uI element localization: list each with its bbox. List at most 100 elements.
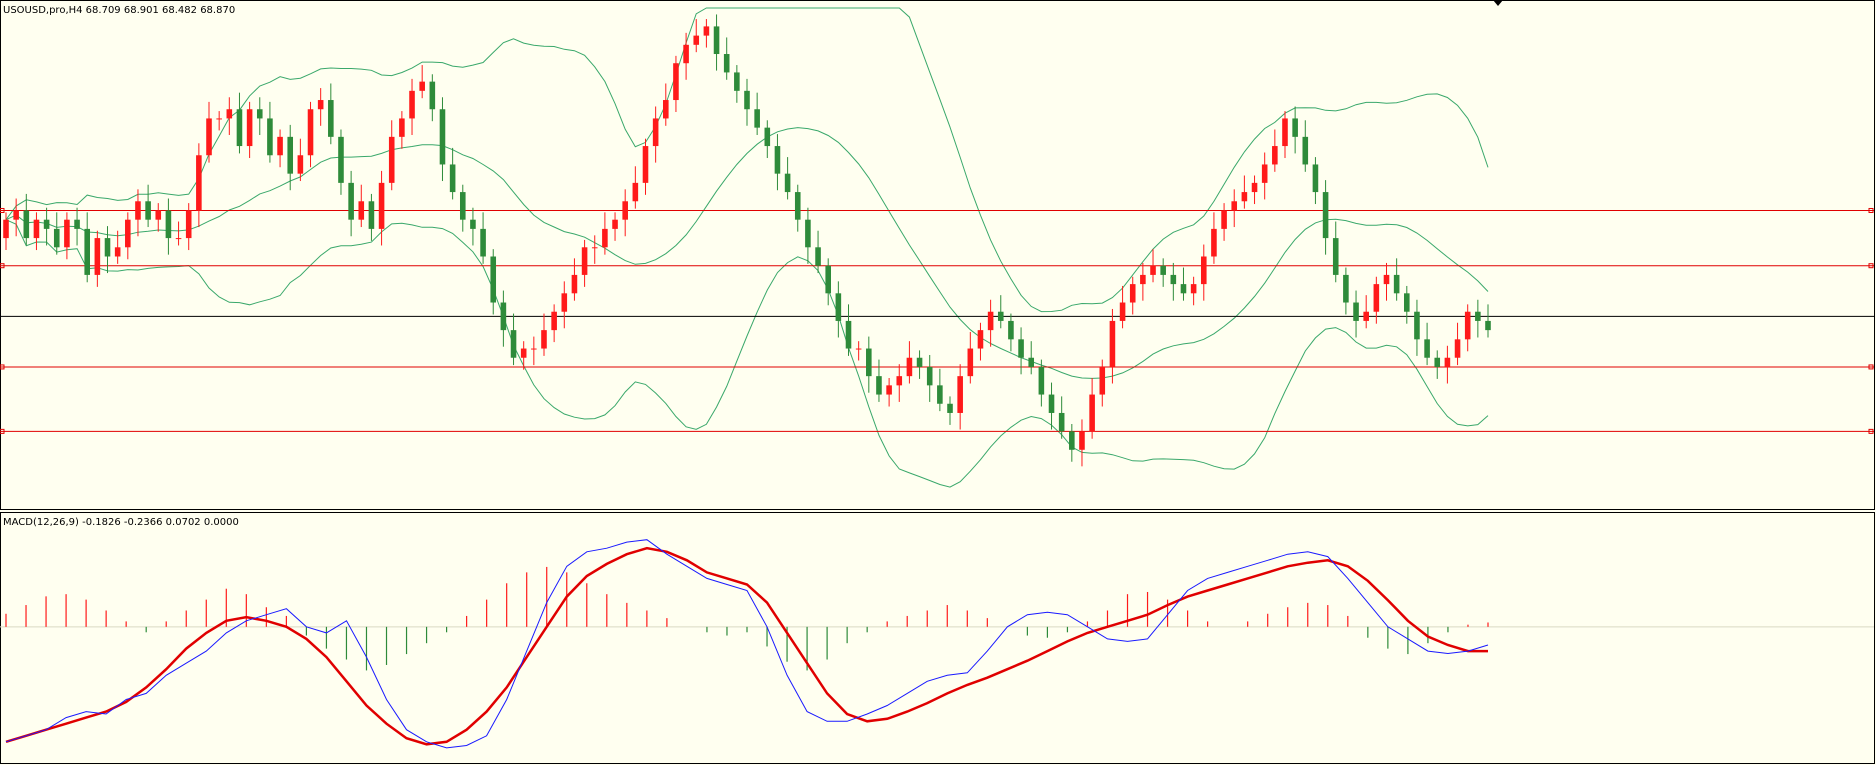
candle-body — [267, 118, 273, 156]
candle-body — [439, 109, 446, 165]
candle-body — [1079, 431, 1085, 450]
candle-body — [571, 274, 578, 294]
candle-body — [673, 63, 679, 101]
price-plot — [0, 7, 1874, 488]
candle-body — [1170, 274, 1177, 285]
candle-body — [947, 403, 953, 413]
candle-body — [206, 118, 212, 156]
candle-body — [906, 357, 913, 377]
candle-body — [561, 293, 568, 312]
candle-body — [1485, 320, 1491, 331]
macd-plot — [0, 539, 1874, 749]
candle-body — [1272, 146, 1278, 165]
candle-body — [470, 219, 476, 229]
candle-body — [125, 219, 131, 248]
candle-body — [1190, 284, 1197, 294]
price-panel-frame — [0, 0, 1875, 510]
candle-body — [13, 210, 19, 220]
candle-body — [226, 109, 233, 119]
candle-body — [1018, 339, 1024, 358]
candle-body — [815, 247, 821, 266]
candle-body — [1464, 311, 1471, 340]
candle-body — [358, 201, 365, 220]
candle-body — [246, 109, 253, 147]
candle-body — [876, 376, 882, 395]
candle-body — [1200, 256, 1207, 285]
candle-body — [1211, 228, 1217, 257]
bollinger-lower-band — [5, 219, 1489, 488]
candle-body — [368, 201, 375, 229]
candle-body — [1312, 164, 1319, 193]
candle-body — [764, 127, 771, 147]
chart-shift-marker-icon[interactable] — [1493, 0, 1503, 6]
candle-body — [632, 182, 639, 202]
candle-body — [551, 311, 557, 331]
candle-body — [520, 348, 527, 358]
candle-body — [328, 100, 334, 137]
candle-body — [1241, 192, 1248, 202]
candle-body — [399, 118, 405, 137]
candle-body — [1444, 357, 1451, 367]
candle-body — [652, 118, 659, 147]
candle-body — [683, 44, 689, 64]
candle-body — [1454, 339, 1461, 358]
macd-panel-header: MACD(12,26,9) -0.1826 -0.2366 0.0702 0.0… — [3, 517, 239, 528]
candle-body — [805, 219, 811, 248]
candle-body — [84, 228, 90, 275]
candle-body — [114, 247, 121, 257]
candle-body — [459, 192, 466, 220]
candle-body — [896, 376, 903, 386]
candle-body — [429, 81, 436, 110]
candle-body — [845, 320, 852, 349]
candle-body — [145, 201, 151, 220]
candle-body — [1353, 302, 1359, 321]
candle-body — [165, 210, 172, 239]
candle-body — [734, 72, 740, 91]
bollinger-middle-band — [5, 127, 1489, 379]
candle-body — [388, 136, 395, 183]
candle-body — [1150, 265, 1156, 275]
candle-body — [1332, 238, 1339, 275]
candle-body — [135, 201, 141, 220]
candle-body — [754, 109, 760, 128]
candle-body — [835, 293, 842, 321]
candle-body — [74, 219, 80, 229]
candle-body — [216, 118, 222, 120]
candle-body — [713, 26, 720, 55]
candle-body — [977, 330, 984, 349]
candle-body — [1140, 274, 1146, 285]
candle-body — [378, 182, 385, 229]
candle-body — [23, 210, 30, 239]
level-handle-right-1 — [1868, 207, 1874, 213]
candle-body — [622, 201, 628, 220]
candle-body — [1322, 192, 1329, 239]
candle-body — [591, 247, 598, 249]
level-handle-left-1 — [0, 207, 5, 213]
candle-body — [1373, 284, 1380, 312]
candle-body — [64, 219, 70, 248]
candle-body — [1099, 366, 1106, 395]
candle-body — [794, 192, 801, 220]
candle-body — [1221, 210, 1227, 229]
candle-body — [33, 219, 40, 239]
candle-body — [1404, 293, 1410, 312]
level-handle-left-2 — [0, 263, 5, 269]
candle-body — [642, 146, 649, 183]
candle-body — [1089, 394, 1095, 432]
level-handle-right-5 — [1868, 428, 1874, 434]
candle-body — [1109, 320, 1116, 367]
candle-body — [886, 385, 892, 395]
candle-body — [723, 54, 730, 73]
candle-body — [510, 330, 517, 358]
candle-body — [926, 366, 933, 386]
candle-body — [1028, 357, 1035, 367]
candle-body — [1160, 265, 1166, 275]
candle-body — [277, 136, 283, 156]
candle-body — [957, 376, 963, 413]
candle-body — [43, 219, 50, 229]
candle-body — [967, 348, 974, 377]
candle-body — [916, 357, 923, 367]
candle-body — [784, 173, 791, 193]
